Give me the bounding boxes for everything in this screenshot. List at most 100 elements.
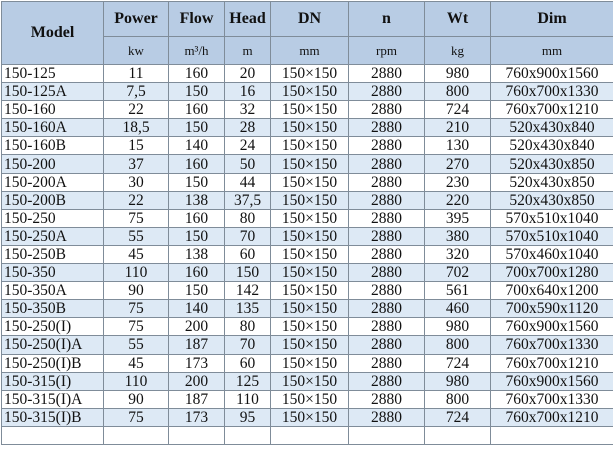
cell-n: 2880 (349, 65, 425, 83)
cell-dim: 760x700x1210 (491, 408, 613, 426)
cell-n: 2880 (349, 390, 425, 408)
column-header-wt: Wt (425, 2, 491, 37)
cell-dim: 760x700x1330 (491, 83, 613, 101)
cell-flow: 173 (169, 354, 225, 372)
cell-wt: 270 (425, 155, 491, 173)
cell-n: 2880 (349, 354, 425, 372)
cell-head: 150 (225, 264, 271, 282)
cell-flow: 150 (169, 119, 225, 137)
cell-n: 2880 (349, 300, 425, 318)
column-unit-flow: m³/h (169, 37, 225, 65)
cell-power: 30 (104, 173, 169, 191)
cell-power: 75 (104, 318, 169, 336)
cell-model: 150-125A (2, 83, 104, 101)
cell-model: 150-200B (2, 191, 104, 209)
cell-model: 150-250A (2, 227, 104, 245)
cell-dn: 150×150 (271, 408, 349, 426)
cell-dn: 150×150 (271, 336, 349, 354)
cell-head: 28 (225, 119, 271, 137)
cell-power: 55 (104, 227, 169, 245)
cell-dim: 760x900x1560 (491, 65, 613, 83)
cell-n: 2880 (349, 264, 425, 282)
cell-model: 150-250 (2, 209, 104, 227)
cell-dim: 700x590x1120 (491, 300, 613, 318)
cell-n: 2880 (349, 227, 425, 245)
cell-model: 150-315(I) (2, 372, 104, 390)
cell-head: 135 (225, 300, 271, 318)
cell-dim: 760x900x1560 (491, 372, 613, 390)
cell-flow: 187 (169, 390, 225, 408)
cell-head: 37,5 (225, 191, 271, 209)
cell-n: 2880 (349, 191, 425, 209)
cell-model: 150-250B (2, 245, 104, 263)
cell-flow: 138 (169, 191, 225, 209)
cell-power: 15 (104, 137, 169, 155)
cell-dn: 150×150 (271, 173, 349, 191)
cell-head: 50 (225, 155, 271, 173)
cell-head: 142 (225, 282, 271, 300)
cell-wt: 702 (425, 264, 491, 282)
cell-flow: 200 (169, 372, 225, 390)
cell-dim: 760x700x1330 (491, 336, 613, 354)
cell-power: 90 (104, 282, 169, 300)
cell-power: 11 (104, 65, 169, 83)
cell-dn: 150×150 (271, 101, 349, 119)
cell-dim: 760x700x1330 (491, 390, 613, 408)
column-header-n: n (349, 2, 425, 37)
cell-dn: 150×150 (271, 209, 349, 227)
cell-dim: 700x640x1200 (491, 282, 613, 300)
cell-power: 22 (104, 191, 169, 209)
cell-wt: 395 (425, 209, 491, 227)
cell-dn: 150×150 (271, 119, 349, 137)
cell-power: 7,5 (104, 83, 169, 101)
table-row-empty (2, 426, 613, 444)
cell-empty (2, 426, 104, 444)
cell-dn: 150×150 (271, 137, 349, 155)
cell-dim: 570x510x1040 (491, 209, 613, 227)
cell-model: 150-350B (2, 300, 104, 318)
cell-flow: 200 (169, 318, 225, 336)
cell-flow: 140 (169, 300, 225, 318)
cell-dn: 150×150 (271, 390, 349, 408)
cell-head: 24 (225, 137, 271, 155)
cell-power: 75 (104, 408, 169, 426)
cell-power: 37 (104, 155, 169, 173)
cell-flow: 187 (169, 336, 225, 354)
cell-empty (491, 426, 613, 444)
cell-wt: 800 (425, 336, 491, 354)
cell-wt: 800 (425, 390, 491, 408)
cell-dn: 150×150 (271, 300, 349, 318)
cell-n: 2880 (349, 245, 425, 263)
cell-flow: 140 (169, 137, 225, 155)
cell-wt: 724 (425, 354, 491, 372)
cell-flow: 138 (169, 245, 225, 263)
cell-model: 150-250(I)B (2, 354, 104, 372)
cell-n: 2880 (349, 83, 425, 101)
cell-n: 2880 (349, 318, 425, 336)
cell-head: 20 (225, 65, 271, 83)
cell-head: 80 (225, 209, 271, 227)
cell-wt: 800 (425, 83, 491, 101)
cell-power: 90 (104, 390, 169, 408)
cell-n: 2880 (349, 173, 425, 191)
cell-power: 45 (104, 245, 169, 263)
cell-dim: 700x700x1280 (491, 264, 613, 282)
cell-n: 2880 (349, 101, 425, 119)
cell-model: 150-160A (2, 119, 104, 137)
cell-wt: 210 (425, 119, 491, 137)
cell-flow: 160 (169, 209, 225, 227)
cell-dim: 760x700x1210 (491, 354, 613, 372)
